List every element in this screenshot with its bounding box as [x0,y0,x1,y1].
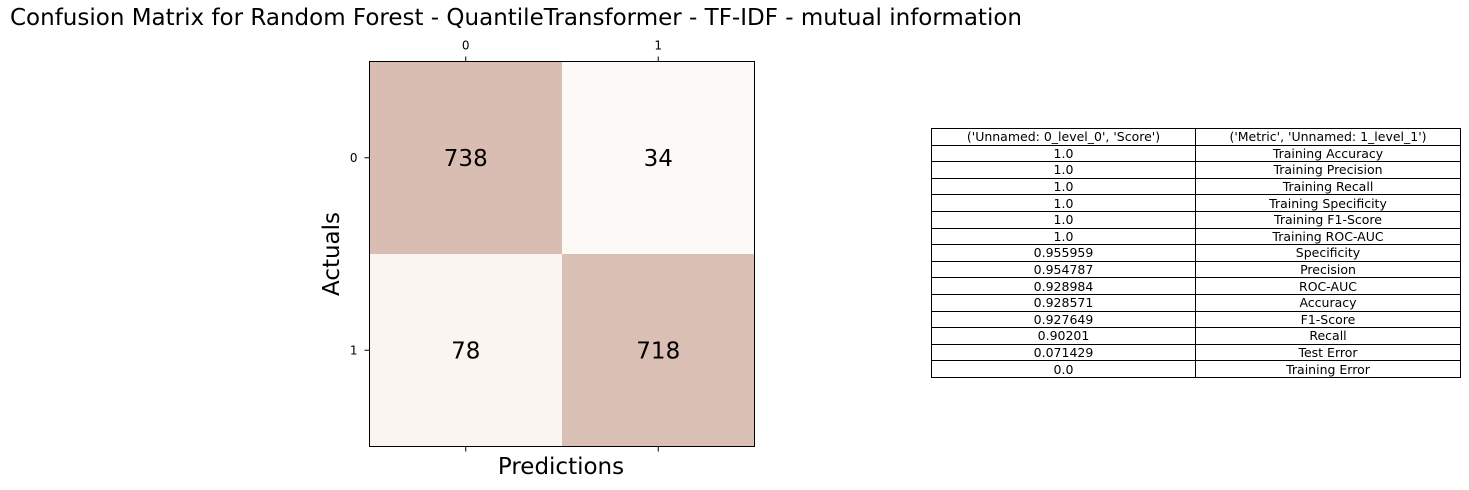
metric-cell: Training Recall [1195,177,1461,196]
metric-cell: Training ROC-AUC [1195,227,1461,246]
metric-cell: Precision [1195,260,1461,279]
column-header-score: ('Unnamed: 0_level_0', 'Score') [931,128,1196,146]
table-row: 0.0 Training Error [931,360,1461,378]
metric-cell: Recall [1195,327,1461,345]
metric-cell: Test Error [1195,343,1461,362]
metric-cell: Training F1-Score [1195,210,1461,229]
y-tick-label: 0 [350,151,358,165]
x-axis-label: Predictions [498,454,624,480]
table-row: 1.0 Training Precision [931,161,1461,179]
metrics-table: ('Unnamed: 0_level_0', 'Score') ('Metric… [931,128,1461,378]
x-tick-label: 1 [654,39,662,53]
y-axis-label: Actuals [319,212,345,296]
table-row: 0.955959 Specificity [931,244,1461,262]
matrix-cell-1-0 [369,254,562,447]
metric-cell: F1-Score [1195,310,1461,329]
chart-title: Confusion Matrix for Random Forest - Qua… [10,5,1022,31]
score-cell: 0.954787 [931,260,1196,279]
metric-cell: Training Specificity [1195,194,1461,212]
metric-cell: Training Accuracy [1195,144,1461,163]
matrix-cell-1-1 [562,254,755,447]
cell-value-label: 78 [451,338,480,364]
score-cell: 1.0 [931,210,1196,229]
score-cell: 0.071429 [931,343,1196,362]
table-row: 0.90201 Recall [931,327,1461,345]
score-cell: 0.90201 [931,327,1196,345]
y-tick-label: 1 [350,343,358,357]
score-cell: 1.0 [931,194,1196,212]
metric-cell: Accuracy [1195,293,1461,312]
table-row: 1.0 Training F1-Score [931,210,1461,229]
table-row: 0.928984 ROC-AUC [931,277,1461,295]
score-cell: 0.928984 [931,277,1196,295]
score-cell: 0.955959 [931,244,1196,262]
plot-frame [369,61,755,447]
score-cell: 1.0 [931,161,1196,179]
score-cell: 0.0 [931,360,1196,378]
metric-cell: ROC-AUC [1195,277,1461,295]
cell-value-label: 34 [644,146,673,172]
table-row: 0.954787 Precision [931,260,1461,279]
metric-cell: Specificity [1195,244,1461,262]
score-cell: 0.927649 [931,310,1196,329]
score-cell: 1.0 [931,227,1196,246]
table-row: 0.071429 Test Error [931,343,1461,362]
cell-value-label: 718 [636,338,680,364]
matrix-cell-0-0 [369,61,562,254]
x-tick-label: 0 [462,39,470,53]
table-row: 0.928571 Accuracy [931,293,1461,312]
matrix-cell-0-1 [562,61,755,254]
score-cell: 1.0 [931,144,1196,163]
metric-cell: Training Error [1195,360,1461,378]
metric-cell: Training Precision [1195,161,1461,179]
table-row: 1.0 Training ROC-AUC [931,227,1461,246]
table-row: 1.0 Training Recall [931,177,1461,196]
table-row: 0.927649 F1-Score [931,310,1461,329]
column-header-metric: ('Metric', 'Unnamed: 1_level_1') [1195,128,1461,146]
score-cell: 0.928571 [931,293,1196,312]
cell-value-label: 738 [444,146,488,172]
table-header-row: ('Unnamed: 0_level_0', 'Score') ('Metric… [931,128,1461,146]
table-row: 1.0 Training Specificity [931,194,1461,212]
table-row: 1.0 Training Accuracy [931,144,1461,163]
score-cell: 1.0 [931,177,1196,196]
